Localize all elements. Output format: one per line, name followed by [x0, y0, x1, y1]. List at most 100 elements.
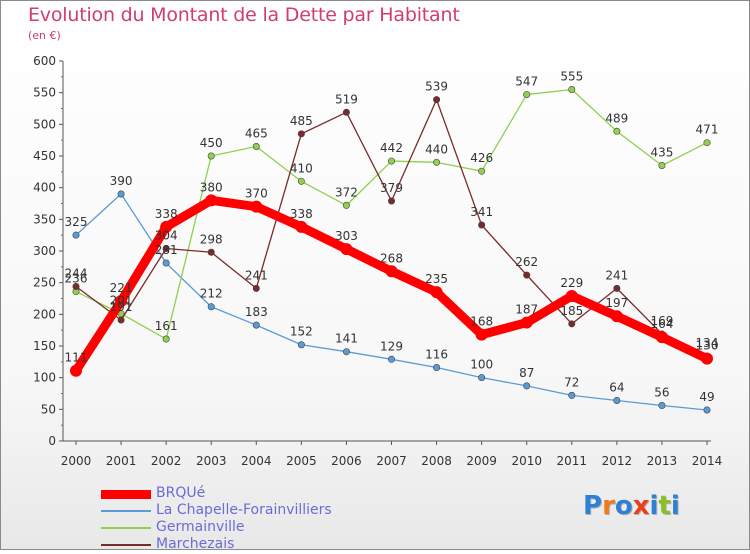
- legend-label: BRQUé: [156, 485, 206, 501]
- data-point: [523, 91, 531, 99]
- legend-swatch: [101, 489, 151, 499]
- y-tick-label: 150: [33, 339, 56, 353]
- data-point: [72, 231, 80, 239]
- data-point: [430, 286, 443, 299]
- data-label: 442: [380, 141, 403, 155]
- logo-letter: i: [670, 491, 680, 521]
- data-label: 129: [380, 339, 403, 353]
- data-point: [701, 352, 713, 365]
- data-point: [613, 396, 621, 404]
- data-label: 185: [560, 304, 583, 318]
- data-point: [342, 348, 350, 356]
- logo-letter: o: [614, 491, 633, 521]
- x-tick-label: 2001: [106, 454, 137, 468]
- x-tick-label: 2006: [331, 454, 362, 468]
- data-label: 338: [290, 207, 313, 221]
- data-label: 304: [155, 228, 178, 242]
- data-point: [520, 316, 533, 329]
- y-tick-label: 450: [33, 149, 56, 163]
- x-tick-label: 2012: [602, 454, 633, 468]
- data-label: 164: [650, 317, 673, 331]
- data-label: 555: [560, 70, 583, 84]
- data-point: [703, 139, 711, 147]
- data-point: [252, 143, 260, 151]
- data-label: 161: [155, 319, 178, 333]
- data-label: 87: [519, 366, 534, 380]
- data-label: 281: [155, 243, 178, 257]
- data-point: [162, 259, 170, 267]
- data-point: [655, 331, 668, 344]
- data-point: [433, 364, 441, 372]
- data-point: [613, 284, 621, 292]
- data-label: 485: [290, 114, 313, 128]
- chart-title: Evolution du Montant de la Dette par Hab…: [28, 4, 460, 26]
- x-tick-label: 2009: [466, 454, 497, 468]
- data-point: [162, 244, 170, 252]
- data-point: [565, 289, 578, 302]
- data-point: [252, 284, 260, 292]
- data-point: [250, 200, 263, 213]
- legend-label: Germainville: [156, 519, 245, 535]
- data-label: 169: [650, 314, 673, 328]
- data-point: [478, 221, 486, 229]
- data-label: 372: [335, 185, 358, 199]
- data-label: 152: [290, 325, 313, 339]
- y-tick-label: 400: [33, 181, 56, 195]
- data-point: [433, 158, 441, 166]
- data-label: 111: [65, 351, 88, 365]
- data-point: [207, 303, 215, 311]
- proxiti-logo: Proxiti: [583, 491, 680, 521]
- data-label: 390: [110, 174, 133, 188]
- data-point: [342, 201, 350, 209]
- data-label: 379: [380, 181, 403, 195]
- data-label: 130: [696, 339, 719, 353]
- y-tick-label: 200: [33, 307, 56, 321]
- data-point: [568, 86, 576, 94]
- y-tick-label: 600: [33, 54, 56, 68]
- y-tick-label: 350: [33, 212, 56, 226]
- data-label: 380: [200, 180, 223, 194]
- data-label: 262: [515, 255, 538, 269]
- data-label: 341: [470, 205, 493, 219]
- y-tick-label: 550: [33, 86, 56, 100]
- data-label: 201: [110, 294, 133, 308]
- data-label: 539: [425, 80, 448, 94]
- data-label: 471: [696, 123, 719, 137]
- logo-letter: P: [583, 491, 603, 521]
- data-point: [703, 406, 711, 414]
- data-point: [297, 130, 305, 138]
- data-label: 298: [200, 232, 223, 246]
- data-point: [295, 220, 308, 233]
- unit-label: (en €): [28, 29, 61, 42]
- data-label: 49: [699, 390, 714, 404]
- data-label: 370: [245, 187, 268, 201]
- data-point: [162, 335, 170, 343]
- data-point: [387, 157, 395, 165]
- logo-letter: i: [649, 491, 659, 521]
- x-tick-label: 2005: [286, 454, 317, 468]
- data-label: 116: [425, 348, 448, 362]
- logo-letter: r: [602, 491, 615, 521]
- data-point: [297, 177, 305, 185]
- data-label: 519: [335, 92, 358, 106]
- data-label: 435: [650, 146, 673, 160]
- data-label: 426: [470, 151, 493, 165]
- y-tick-label: 500: [33, 117, 56, 131]
- data-label: 197: [605, 296, 628, 310]
- x-tick-label: 2002: [151, 454, 182, 468]
- data-point: [252, 321, 260, 329]
- data-label: 410: [290, 161, 313, 175]
- data-point: [523, 271, 531, 279]
- legend-swatch: [101, 510, 151, 512]
- data-point: [117, 190, 125, 198]
- data-label: 64: [609, 380, 624, 394]
- data-label: 191: [110, 300, 133, 314]
- data-label: 547: [515, 75, 538, 89]
- data-label: 465: [245, 127, 268, 141]
- data-label: 183: [245, 305, 268, 319]
- y-tick-label: 250: [33, 276, 56, 290]
- data-label: 440: [425, 142, 448, 156]
- data-point: [658, 162, 666, 170]
